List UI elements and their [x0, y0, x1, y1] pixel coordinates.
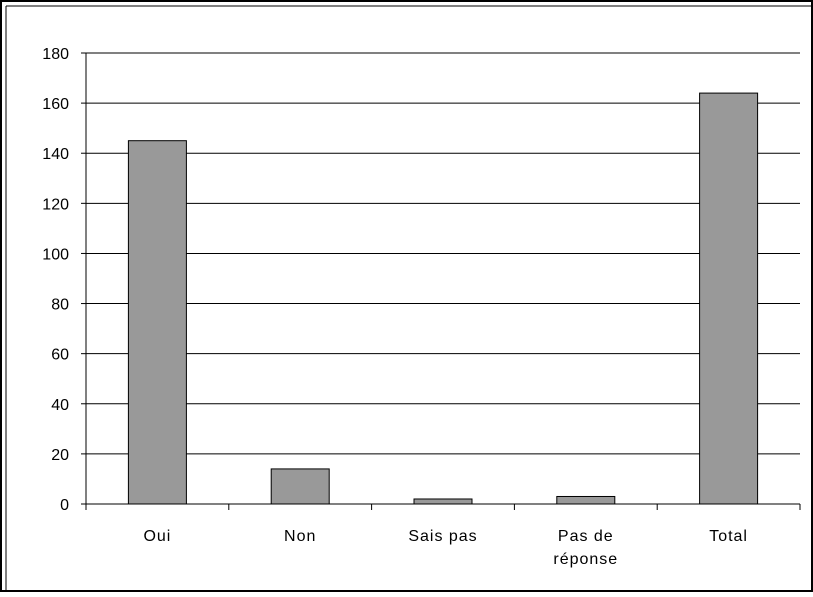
y-tick-label: 20: [51, 447, 69, 464]
y-tick-label: 0: [60, 497, 69, 514]
y-tick-label: 120: [42, 196, 69, 213]
bar: [699, 92, 759, 505]
y-tick-label: 180: [42, 46, 69, 63]
x-tick-label: Total: [709, 528, 748, 545]
bar: [270, 468, 330, 505]
y-tick-label: 100: [42, 246, 69, 263]
labels-layer: 0 20 40 60 80 100 120 140 160 180 Oui Non Sais pas Pa…: [42, 46, 748, 568]
y-tick-label: 40: [51, 397, 69, 414]
x-tick-label: Pas de: [558, 528, 614, 545]
grid-layer: [86, 52, 800, 455]
x-tick-label: Oui: [143, 528, 171, 545]
x-tick-label: Non: [284, 528, 316, 545]
x-tick-label: réponse: [553, 551, 618, 568]
y-tick-label: 140: [42, 146, 69, 163]
bar: [556, 495, 616, 505]
y-tick-label: 80: [51, 297, 69, 314]
bar: [127, 140, 187, 505]
bar: [413, 498, 473, 505]
y-tick-label: 60: [51, 347, 69, 364]
bars-layer: [127, 92, 759, 505]
y-tick-label: 160: [42, 96, 69, 113]
axis-layer: [81, 52, 801, 510]
x-tick-label: Sais pas: [408, 528, 477, 545]
